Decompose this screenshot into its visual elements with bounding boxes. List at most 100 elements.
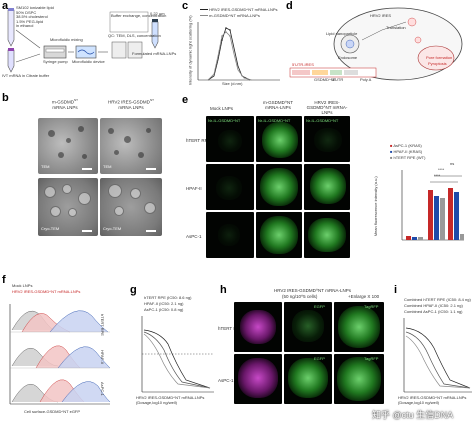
panel-e: e Mock LNPs m-GSDMD^NT mRNA-LNPs HRV2 IR…	[182, 94, 474, 262]
cryo-tem-image-1: Cryo-TEM	[38, 178, 98, 236]
e-sig-3: ns	[450, 161, 455, 166]
e-img-r3c1	[206, 212, 254, 258]
tile-label-4: Cryo-TEM	[103, 226, 122, 231]
f-xlabel: Cell surface-GSDMD^NT eGFP	[24, 409, 81, 414]
g-legend-2: HPAF-II (IC50: 2.1 ng)	[144, 301, 184, 306]
panel-a-schematic	[7, 8, 159, 73]
watermark: 知乎 @ctu 生信DNA	[372, 410, 454, 420]
i-xlabel: HRV2 IRES-GSDMD^NT mRNA-LNPs (Dosage,log…	[398, 395, 467, 405]
i-curve-1	[405, 327, 471, 389]
i-legend-3: Combined AsPC-1 (IC50: 1.1 ng)	[404, 309, 463, 314]
tile-label-1: TEM	[41, 164, 50, 169]
g-curve-2	[143, 331, 211, 389]
e-ylabel: Mean fluorescence intensity (a.u.)	[372, 176, 378, 237]
e-row-3: AsPC-1	[186, 234, 202, 239]
legend-c-1-text: HRV2 IRES-GSDMD^NT mRNA-LNPs	[209, 7, 278, 12]
mfi-barplot	[401, 170, 464, 241]
panel-f-label: f	[2, 274, 6, 286]
step-syringe: Syringe pump	[43, 59, 68, 64]
panel-c-label: c	[182, 0, 189, 12]
e-legend-1: ■ AsPC-1 (KRAS)	[390, 143, 422, 148]
reagent-list: SM102 ionizable lipid 50% DSPC 38.5% cho…	[16, 5, 54, 29]
e-legend-3-text: hTERT RPE (WT)	[393, 155, 426, 160]
h-img-r2c3: TagRFP	[334, 354, 384, 404]
tile-label-2: TEM	[103, 164, 112, 169]
d-construct-3: 3'UTR	[332, 77, 344, 82]
col1-sup: NT	[74, 98, 78, 102]
i-legend-1: Combined hTERT RPE (IC50: 8.4 ng)	[404, 297, 471, 302]
e-img-r1c3: Nr-IL-GSDMD^NT	[304, 116, 350, 162]
h-channel-4: TagRFP	[364, 356, 379, 361]
dls-curve-2	[207, 31, 253, 81]
col-header-2: HRV2 IRES-GSDMDNT mRNA LNPs	[108, 98, 154, 110]
col2-sup: NT	[149, 98, 154, 102]
d-label-translation: Translation	[386, 25, 406, 30]
e-col-1: Mock LNPs	[210, 106, 234, 111]
h-img-r1c1	[234, 302, 282, 352]
panel-c: c HRV2 IRES-GSDMD^NT mRNA-LNPs m-GSDMD^N…	[182, 0, 282, 90]
col-header-1: m-GSDMDNT mRNA LNPs	[52, 98, 78, 110]
e-channel-3: Nr-IL-GSDMD^NT	[306, 118, 339, 123]
panel-e-label: e	[182, 94, 189, 106]
e-row-1: hTERT RPE	[186, 138, 211, 143]
tile-label-3: Cryo-TEM	[41, 226, 60, 231]
mechanism-diagram	[289, 7, 463, 81]
step-mix: Microfluidic mixing	[50, 37, 83, 42]
h-img-r2c2: EGFP	[284, 354, 332, 404]
panel-d-label: d	[286, 0, 293, 12]
e-legend-3: ■ hTERT RPE (WT)	[390, 155, 426, 160]
h-img-r2c1	[234, 354, 282, 404]
panel-d: d HRV2 IRES Translation Lipid nanopartic…	[286, 0, 474, 90]
d-construct-1: 5'UTR-IRES	[292, 62, 314, 67]
dls-plot	[197, 22, 280, 81]
legend-c-2-text: m-GSDMD^NT mRNA-LNPs	[209, 13, 260, 18]
panel-i: i Combined hTERT RPE (IC50: 8.4 ng) Comb…	[394, 284, 474, 433]
e-channel-1: Nr-IL-GSDMD^NT	[208, 118, 241, 123]
panel-g-label: g	[130, 284, 137, 296]
e-sig-1: ****	[434, 173, 441, 178]
d-label-pore: Pore formation	[426, 55, 453, 60]
h-channel-3: EGFP	[314, 356, 325, 361]
e-col-3: HRV2 IRES-GSDMD^NT mRNA-LNPs	[306, 100, 348, 115]
panel-h: h HRV2 IRES-GSDMD^NT mRNA-LNPs (50 ng/10…	[218, 284, 392, 433]
panel-h-label: h	[220, 284, 227, 296]
f-row-2: HPAF-II	[100, 350, 105, 364]
h-channel-1: EGFP	[314, 304, 325, 309]
f-row-3: AsPC-1	[100, 382, 105, 396]
reagent-1: SM102 ionizable lipid	[16, 5, 54, 10]
g-curve-3	[143, 333, 211, 389]
dls-curve-1	[207, 27, 251, 81]
e-channel-2: Nr-IL-GSDMD^NT	[258, 118, 291, 123]
e-img-r1c1: Nr-IL-GSDMD^NT	[206, 116, 254, 162]
step-temp: 0.22 μm	[150, 11, 165, 16]
panel-b-label: b	[2, 92, 9, 104]
d-construct-4: Poly A	[360, 77, 372, 82]
i-dose-response	[403, 318, 472, 393]
d-label-endosome: Endosome	[338, 55, 358, 60]
e-img-r3c3	[304, 212, 350, 258]
d-label-pyroptosis: Pyroptosis	[428, 61, 447, 66]
reagent-4: 1.5% PEG-lipid	[16, 18, 44, 24]
i-curve-3	[405, 335, 471, 389]
d-label-ires: HRV2 IRES	[370, 13, 392, 18]
f-legend-2: HRV2 IRES-GSDMD^NT mRNA-LNPs	[12, 289, 81, 294]
e-img-r3c2	[256, 212, 302, 258]
h-title: HRV2 IRES-GSDMD^NT mRNA-LNPs	[274, 288, 351, 293]
tem-image-2: TEM	[100, 118, 162, 174]
e-legend-2: ■ HPAF-II (KRAS)	[390, 149, 423, 154]
h-row-2: AsPC-1	[218, 378, 234, 383]
e-img-r2c3	[304, 164, 350, 210]
e-sig-2: ****	[438, 167, 445, 172]
panel-f: f Mock LNPs HRV2 IRES-GSDMD^NT mRNA-LNPs…	[0, 274, 128, 433]
e-legend-1-text: AsPC-1 (KRAS)	[393, 143, 422, 148]
h-img-r1c2: EGFP	[284, 302, 332, 352]
step-mrna: IVT mRNA in Citrate buffer	[2, 73, 50, 78]
g-curve-1	[143, 329, 211, 389]
step-device: Microfluidic device	[72, 59, 105, 64]
d-construct-2: GSDMD^NT	[314, 77, 337, 82]
e-col-2: m-GSDMD^NT mRNA-LNPs	[262, 100, 294, 110]
f-row-1: hTERT RPE	[100, 314, 105, 336]
col2-name: HRV2 IRES-GSDMD	[108, 99, 150, 105]
g-dose-response	[141, 316, 214, 393]
e-img-r2c1	[206, 164, 254, 210]
